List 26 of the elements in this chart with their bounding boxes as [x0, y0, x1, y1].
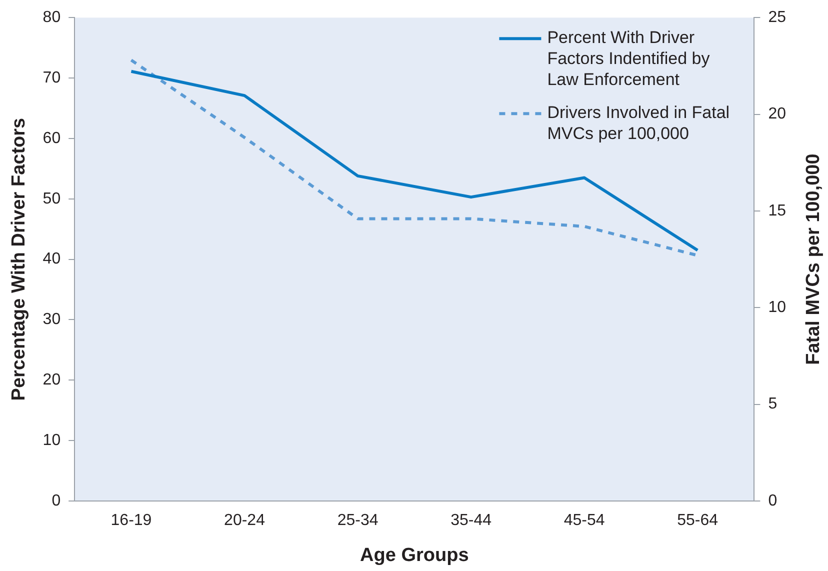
x-tick-label: 55-64 [677, 512, 718, 530]
y-tick-label: 60 [42, 130, 61, 147]
y-tick-label: 40 [42, 250, 61, 268]
y2-tick-label: 0 [768, 492, 778, 510]
y2-tick-label: 15 [768, 202, 786, 220]
x-tick-label: 25-34 [337, 512, 378, 530]
y2-tick-label: 10 [768, 299, 786, 316]
x-tick-label: 20-24 [224, 512, 266, 530]
y-tick-label: 0 [52, 492, 61, 510]
x-axis-title: Age Groups [360, 544, 469, 566]
legend-label: Drivers Involved in Fatal MVCs per 100,000 [547, 102, 730, 143]
y-tick-label: 20 [42, 372, 61, 389]
y2-axis-title: Fatal MVCs per 100,000 [803, 154, 824, 365]
y-tick-label: 30 [42, 311, 61, 328]
y2-tick-label: 20 [768, 106, 786, 123]
y-axis-title: Percentage With Driver Factors [8, 118, 30, 401]
x-tick-label: 35-44 [450, 512, 492, 530]
legend-label: Percent With Driver Factors Indentified by Law Enforcement [547, 28, 710, 89]
y-tick-label: 80 [42, 9, 61, 26]
y-tick-label: 50 [42, 190, 61, 208]
x-tick-label: 16-19 [110, 512, 152, 530]
y-tick-label: 70 [42, 69, 61, 86]
y2-tick-label: 5 [768, 396, 778, 413]
x-tick-label: 45-54 [564, 512, 605, 530]
y-tick-label: 10 [42, 432, 61, 449]
y2-tick-label: 25 [768, 9, 786, 26]
